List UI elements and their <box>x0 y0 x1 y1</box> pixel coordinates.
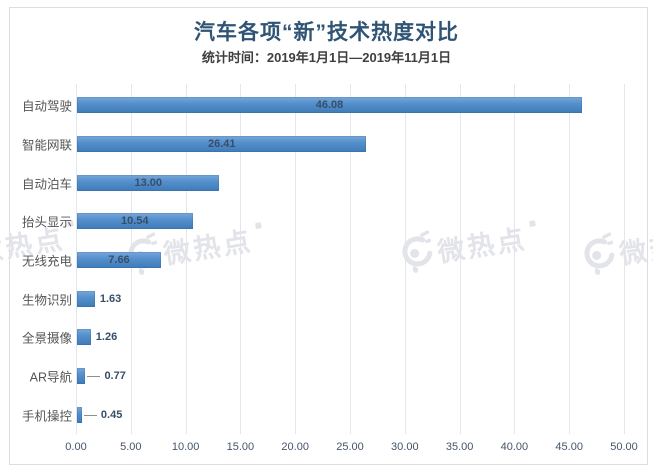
category-label: 自动驾驶 <box>21 99 72 114</box>
bar[interactable] <box>77 406 82 423</box>
category-label: 手机操控 <box>21 409 72 424</box>
weibo-eye-icon <box>402 230 435 273</box>
category-label: AR导航 <box>29 370 72 385</box>
value-label: 26.41 <box>207 137 236 150</box>
bar[interactable] <box>77 290 95 307</box>
x-axis-tick-label: 20.00 <box>281 441 309 453</box>
x-axis-tick-label: 15.00 <box>226 441 255 453</box>
gridline <box>569 84 571 434</box>
leader-line <box>87 376 101 378</box>
value-label: 13.00 <box>134 176 162 189</box>
gridline <box>514 84 516 434</box>
bar-row: 无线充电 7.66 <box>0 241 653 280</box>
x-axis-tick-label: 10.00 <box>171 441 200 453</box>
value-label: 7.66 <box>108 254 130 266</box>
x-axis-tick-label: 40.00 <box>500 441 529 453</box>
value-label: 1.63 <box>99 292 122 305</box>
bar[interactable]: 7.66 <box>77 252 161 268</box>
gridline <box>240 84 242 434</box>
gridline <box>76 84 77 434</box>
bar[interactable] <box>77 329 91 346</box>
x-axis-tick-label: 5.00 <box>120 441 142 453</box>
gridline <box>295 84 297 434</box>
gridline <box>350 84 351 434</box>
x-axis-tick-label: 50.00 <box>610 441 638 453</box>
category-label: 抬头显示 <box>21 215 72 230</box>
bar[interactable]: 13.00 <box>77 174 220 191</box>
x-axis-tick-label: 35.00 <box>445 441 474 453</box>
x-axis-tick-label: 30.00 <box>391 441 419 453</box>
category-label: 全景摄像 <box>21 331 72 346</box>
gridline <box>459 84 461 434</box>
bar-row: 生物识别 1.63 <box>0 279 653 318</box>
value-label: 1.26 <box>95 331 118 344</box>
bar-row: 智能网联 26.41 <box>0 125 653 164</box>
bar-row: 抬头显示 10.54 <box>0 202 653 241</box>
category-label: 无线充电 <box>21 254 72 269</box>
leader-line <box>83 414 97 416</box>
bar-row: 自动驾驶 46.08 <box>0 86 653 125</box>
category-label: 智能网联 <box>21 138 72 153</box>
value-label: 0.45 <box>100 408 123 421</box>
chart-title: 汽车各项“新”技术热度对比 <box>194 21 459 44</box>
watermark: 微热点 <box>396 213 541 276</box>
gridline <box>624 84 625 434</box>
bar-row: 手机操控 0.45 <box>0 395 653 434</box>
x-axis-tick-label: 45.00 <box>555 441 583 453</box>
value-label: 10.54 <box>120 215 149 228</box>
bar[interactable]: 10.54 <box>77 213 193 230</box>
value-label: 46.08 <box>315 99 344 112</box>
category-label: 生物识别 <box>21 293 72 308</box>
value-label: 0.77 <box>104 370 126 383</box>
watermark: 微热点 <box>578 215 653 278</box>
bar[interactable] <box>77 368 86 385</box>
x-axis-tick-label: 0.00 <box>65 441 87 453</box>
chart-subtitle: 统计时间：2019年1月1日—2019年11月1日 <box>201 50 452 65</box>
bar-row: AR导航 0.77 <box>0 357 653 396</box>
gridline <box>185 84 187 434</box>
weibo-eye-icon <box>584 232 617 275</box>
bar[interactable]: 26.41 <box>77 135 367 152</box>
x-axis-tick-label: 25.00 <box>336 441 364 453</box>
bar-row: 全景摄像 1.26 <box>0 318 653 357</box>
bar[interactable]: 46.08 <box>77 97 583 114</box>
bar-row: 自动泊车 13.00 <box>0 163 653 202</box>
category-label: 自动泊车 <box>21 177 72 192</box>
